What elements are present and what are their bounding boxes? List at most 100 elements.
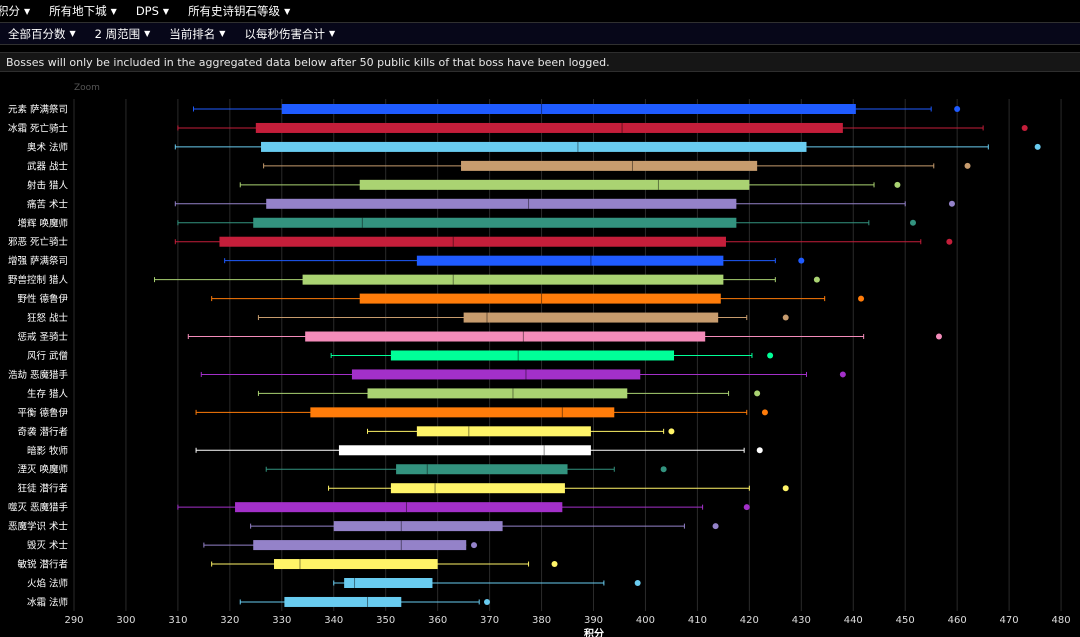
x-tick-label: 450 [896, 615, 915, 626]
x-tick-label: 340 [324, 615, 343, 626]
menu-metric-label: 积分 [0, 4, 20, 18]
outlier-point [471, 542, 478, 549]
category-label: 惩戒 圣骑士 [17, 331, 68, 343]
menu-role[interactable]: DPS ▼ [136, 4, 169, 18]
x-tick-label: 430 [792, 615, 811, 626]
box [463, 312, 719, 323]
outlier-point [634, 580, 641, 586]
x-tick-label: 300 [116, 615, 135, 626]
category-label: 恶魔学识 术士 [8, 521, 69, 533]
box [261, 141, 807, 152]
x-tick-label: 380 [532, 615, 551, 626]
menu-time-range[interactable]: 2 周范围 ▼ [95, 26, 151, 42]
category-label: 狂怒 战士 [27, 312, 69, 324]
box [253, 540, 467, 551]
category-label: 火焰 法师 [27, 578, 68, 590]
outlier-point [948, 200, 955, 207]
outlier-point [839, 371, 846, 378]
outlier-point [935, 333, 942, 340]
x-tick-label: 470 [1000, 615, 1019, 626]
box [367, 388, 628, 399]
box [255, 122, 843, 133]
box [284, 596, 402, 607]
outlier-point [761, 409, 768, 416]
box [281, 104, 856, 114]
zoom-label[interactable]: Zoom [74, 83, 100, 93]
outlier-point [1034, 143, 1041, 150]
box [396, 464, 568, 475]
box [310, 407, 615, 418]
outlier-point [964, 162, 971, 169]
box [390, 350, 675, 361]
category-label: 奇袭 潜行者 [17, 426, 68, 438]
category-label: 痛苦 术士 [27, 198, 69, 210]
category-label: 生存 猎人 [27, 388, 69, 400]
category-label: 狂徒 潜行者 [17, 483, 68, 495]
category-label: 敏锐 潜行者 [17, 559, 68, 571]
menu-dungeons[interactable]: 所有地下城 ▼ [49, 3, 117, 19]
chevron-down-icon: ▼ [284, 6, 291, 16]
box [266, 198, 737, 209]
category-label: 野兽控制 猎人 [8, 274, 69, 286]
chevron-down-icon: ▼ [328, 29, 336, 38]
x-axis-title: 积分 [584, 627, 604, 637]
outlier-point [954, 106, 961, 112]
x-tick-label: 480 [1052, 615, 1071, 626]
outlier-point [754, 390, 761, 397]
category-label: 增强 萨满祭司 [8, 255, 68, 267]
x-tick-label: 410 [688, 615, 707, 626]
category-label: 冰霜 死亡骑士 [8, 122, 69, 134]
box [359, 293, 721, 304]
menu-percentiles-label: 全部百分数 [8, 26, 66, 41]
chevron-down-icon: ▼ [144, 29, 151, 38]
filter-bar: 全部百分数 ▼ 2 周范围 ▼ 当前排名 ▼ 以每秒伤害合计 ▼ [0, 23, 1080, 45]
x-tick-label: 400 [636, 615, 655, 626]
box [359, 179, 750, 190]
outlier-point [743, 504, 750, 511]
menu-metric[interactable]: 积分 ▼ [0, 3, 30, 19]
x-tick-label: 440 [844, 615, 863, 626]
menu-dungeons-label: 所有地下城 [49, 4, 107, 18]
chevron-down-icon: ▼ [110, 6, 117, 16]
outlier-point [858, 295, 865, 302]
chevron-down-icon: ▼ [219, 29, 226, 38]
category-label: 浩劫 恶魔猎手 [8, 369, 69, 381]
category-label: 增辉 唤魔师 [17, 217, 68, 229]
x-tick-label: 420 [740, 615, 759, 626]
menu-role-label: DPS [135, 4, 159, 18]
outlier-point [756, 447, 763, 454]
outlier-point [813, 276, 820, 283]
category-label: 元素 萨满祭司 [8, 104, 68, 116]
chevron-down-icon: ▼ [69, 29, 76, 38]
x-tick-label: 370 [480, 615, 499, 626]
chevron-down-icon: ▼ [24, 6, 31, 16]
x-tick-label: 290 [64, 615, 83, 626]
menu-aggregation[interactable]: 以每秒伤害合计 ▼ [244, 26, 335, 42]
menu-keystone-level[interactable]: 所有史诗钥石等级 ▼ [188, 3, 290, 19]
box [274, 559, 438, 570]
menu-ranking[interactable]: 当前排名 ▼ [169, 26, 225, 42]
category-label: 风行 武僧 [27, 350, 68, 362]
category-label: 射击 猎人 [27, 179, 69, 191]
outlier-point [946, 238, 953, 245]
outlier-point [660, 466, 667, 473]
box [302, 274, 724, 285]
category-label: 平衡 德鲁伊 [17, 407, 68, 419]
x-tick-label: 350 [376, 615, 395, 626]
box [344, 578, 433, 588]
category-label: 暗影 牧师 [27, 445, 68, 457]
x-tick-label: 310 [168, 615, 187, 626]
menu-aggregation-label: 以每秒伤害合计 [244, 26, 325, 41]
category-label: 噬灭 恶魔猎手 [8, 502, 69, 514]
menu-percentiles[interactable]: 全部百分数 ▼ [8, 26, 76, 42]
box [333, 521, 503, 532]
box [253, 217, 737, 228]
box [235, 502, 563, 513]
box [416, 426, 591, 437]
x-tick-label: 460 [948, 615, 967, 626]
box [461, 160, 758, 171]
x-tick-label: 330 [272, 615, 291, 626]
outlier-point [767, 352, 774, 359]
category-label: 毁灭 术士 [27, 540, 69, 552]
category-label: 奥术 法师 [27, 141, 68, 153]
